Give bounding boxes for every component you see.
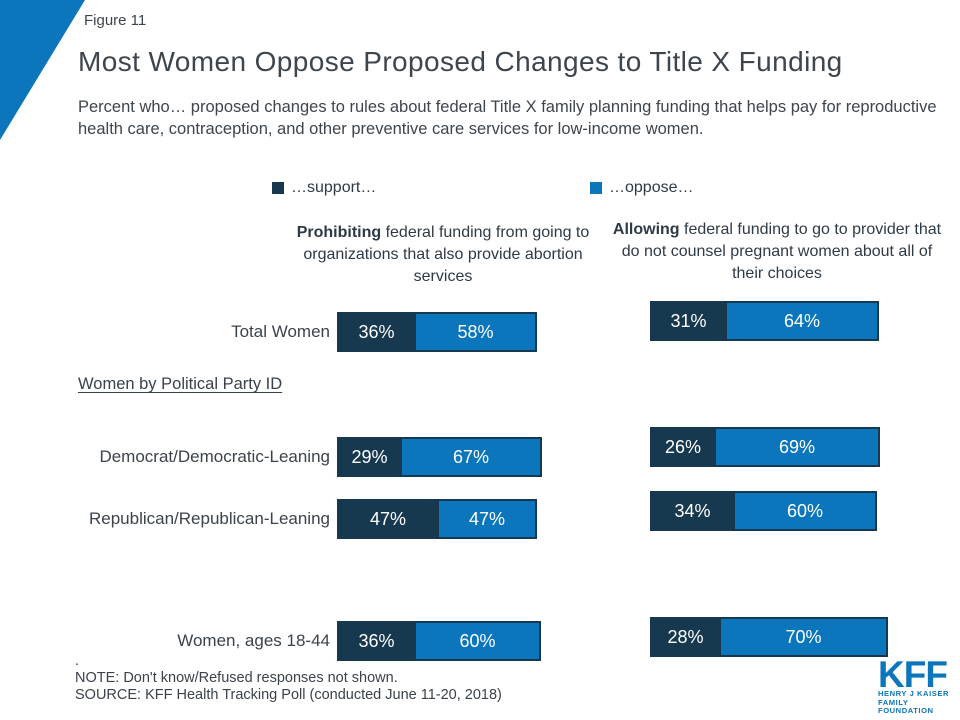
bar-value-label: 34%: [674, 500, 711, 521]
bar-value-label: 28%: [667, 626, 704, 647]
bar-republican-allowing: 34% 60%: [650, 491, 877, 531]
bar-segment-support: 47%: [339, 501, 437, 537]
kff-logo-line1: HENRY J KAISER: [878, 689, 949, 698]
column-header-prohibiting: Prohibiting federal funding from going t…: [283, 222, 603, 288]
column-header-allowing-bold: Allowing: [612, 221, 680, 238]
bar-value-label: 60%: [786, 500, 824, 521]
oppose-swatch-icon: [590, 182, 602, 194]
bar-value-label: 29%: [351, 446, 388, 467]
bar-segment-support: 31%: [652, 303, 725, 339]
corner-triangle-decoration: [0, 0, 85, 140]
bar-value-label: 67%: [452, 446, 490, 467]
bar-value-label: 70%: [785, 626, 822, 647]
footnotes: . NOTE: Don't know/Refused responses not…: [75, 653, 502, 704]
row-label-women-18-44: Women, ages 18-44: [177, 631, 330, 650]
bar-segment-support: 34%: [652, 493, 733, 529]
bar-value-label: 58%: [457, 321, 494, 342]
bar-segment-support: 26%: [652, 429, 714, 465]
row-label-total-women: Total Women: [231, 322, 330, 341]
bar-segment-oppose: 64%: [725, 303, 877, 339]
legend-item-support: …support…: [272, 179, 376, 197]
bar-segment-oppose: 60%: [733, 493, 875, 529]
row-label-republican: Republican/Republican-Leaning: [88, 509, 330, 528]
column-header-allowing-rest: federal funding to go to provider that d…: [621, 221, 942, 282]
source-line: SOURCE: KFF Health Tracking Poll (conduc…: [75, 687, 502, 703]
figure-label: Figure 11: [84, 12, 147, 29]
bar-value-label: 47%: [468, 508, 506, 529]
bar-total-women-allowing: 31% 64%: [650, 301, 879, 341]
bar-segment-support: 29%: [339, 439, 400, 475]
bar-segment-oppose: 70%: [719, 619, 886, 655]
bar-segment-oppose: 47%: [437, 501, 535, 537]
section-label-party-id: Women by Political Party ID: [78, 375, 283, 393]
bar-segment-oppose: 67%: [400, 439, 540, 475]
kff-logo: KFF HENRY J KAISER FAMILY FOUNDATION: [878, 654, 960, 716]
bar-value-label: 60%: [459, 630, 496, 651]
bar-value-label: 47%: [369, 508, 407, 529]
bar-women-18-44-prohibiting: 36% 60%: [337, 621, 541, 661]
note-line: NOTE: Don't know/Refused responses not s…: [75, 670, 398, 686]
stray-period: .: [75, 653, 80, 669]
support-swatch-icon: [272, 182, 284, 194]
bar-value-label: 26%: [664, 436, 702, 457]
bar-segment-oppose: 69%: [714, 429, 878, 465]
bar-total-women-prohibiting: 36% 58%: [337, 312, 537, 352]
column-header-prohibiting-rest: federal funding from going to organizati…: [303, 224, 590, 285]
legend-item-oppose: …oppose…: [590, 179, 694, 197]
bar-value-label: 36%: [358, 630, 395, 651]
kff-logo-text: KFF: [878, 654, 948, 695]
bar-value-label: 69%: [778, 436, 816, 457]
bar-democrat-prohibiting: 29% 67%: [337, 437, 542, 477]
bar-segment-support: 36%: [339, 623, 414, 659]
bar-value-label: 64%: [783, 310, 821, 331]
legend-oppose-label: …oppose…: [609, 179, 694, 196]
bar-republican-prohibiting: 47% 47%: [337, 499, 537, 539]
bar-segment-oppose: 60%: [414, 623, 539, 659]
bar-segment-support: 36%: [339, 314, 414, 350]
column-header-prohibiting-bold: Prohibiting: [296, 224, 382, 241]
bar-democrat-allowing: 26% 69%: [650, 427, 880, 467]
subtitle: Percent who… proposed changes to rules a…: [78, 98, 937, 138]
bar-value-label: 31%: [670, 310, 707, 331]
column-header-allowing: Allowing federal funding to go to provid…: [612, 219, 942, 285]
bar-segment-support: 28%: [652, 619, 719, 655]
kff-logo-line2: FAMILY FOUNDATION: [878, 697, 934, 715]
row-label-democrat: Democrat/Democratic-Leaning: [99, 447, 330, 466]
legend-support-label: …support…: [291, 179, 377, 196]
page-title: Most Women Oppose Proposed Changes to Ti…: [78, 46, 843, 77]
bar-women-18-44-allowing: 28% 70%: [650, 617, 888, 657]
bar-value-label: 36%: [358, 321, 395, 342]
bar-segment-oppose: 58%: [414, 314, 535, 350]
